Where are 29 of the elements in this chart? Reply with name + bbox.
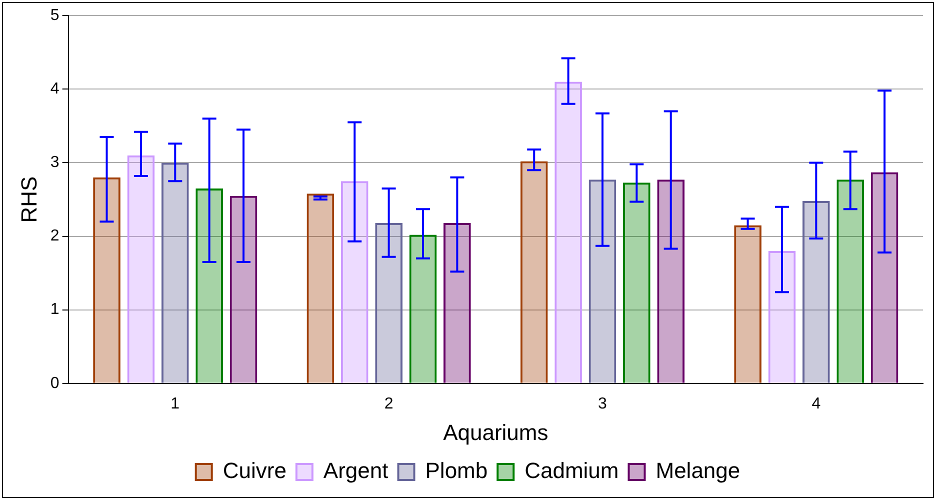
x-tick-label: 2 [384,395,394,412]
legend-label: Melange [656,458,740,484]
legend-label: Cadmium [524,458,619,484]
bar [520,161,548,383]
x-axis-title: Aquariums [443,420,548,445]
bar [734,225,762,383]
y-tick-label: 2 [50,228,60,245]
bar [230,196,258,383]
bar [802,200,830,383]
y-tick-label: 0 [50,374,60,392]
legend-label: Plomb [425,458,488,484]
bar [409,234,437,383]
y-tick-label: 5 [50,7,60,24]
bar [127,155,155,383]
x-tick-label: 4 [812,395,821,412]
bar [554,82,582,383]
y-axis-title: RHS [16,176,42,223]
y-tick-label: 3 [50,154,60,172]
bar [623,182,650,383]
legend-label: Cuivre [222,458,286,484]
y-tick-label: 4 [50,80,60,98]
x-tick-label: 1 [170,395,180,412]
bar [588,180,616,383]
bar [161,162,189,383]
bar [306,194,334,383]
x-tick-label: 3 [598,395,608,412]
y-tick-label: 1 [50,301,60,318]
bar [836,180,864,383]
legend-label: Argent [323,458,388,484]
